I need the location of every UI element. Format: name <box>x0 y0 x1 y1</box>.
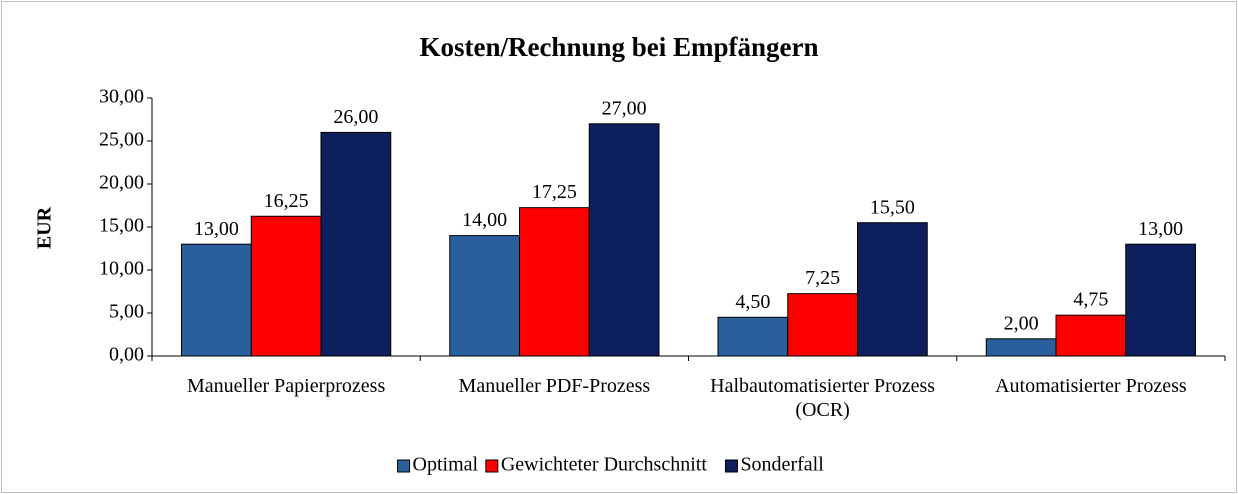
legend-swatch <box>397 459 411 473</box>
data-label: 13,00 <box>194 218 239 240</box>
legend-label: Sonderfall <box>740 454 824 476</box>
y-tick-label: 5,00 <box>109 301 144 323</box>
legend-label: Gewichteter Durchschnitt <box>501 454 707 476</box>
y-tick-label: 20,00 <box>99 172 144 194</box>
data-label: 27,00 <box>602 97 647 119</box>
data-label: 16,25 <box>264 190 309 212</box>
data-label: 4,75 <box>1073 289 1108 311</box>
legend-label: Optimal <box>413 454 479 476</box>
bar <box>1125 243 1196 357</box>
data-label: 15,50 <box>870 196 915 218</box>
data-label: 17,25 <box>532 181 577 203</box>
y-axis-title: EUR <box>34 206 56 249</box>
x-tick-label: Manueller Papierprozess <box>186 375 386 397</box>
data-label: 4,50 <box>735 291 770 313</box>
bar <box>449 235 521 357</box>
y-tick-label: 25,00 <box>99 129 144 151</box>
x-tick-label: Manueller PDF-Prozess <box>458 375 651 397</box>
bar <box>717 316 789 357</box>
bar <box>320 131 392 357</box>
y-tick-label: 10,00 <box>99 258 144 280</box>
bar <box>985 338 1057 357</box>
data-label: 7,25 <box>805 267 840 289</box>
data-label: 13,00 <box>1138 218 1183 240</box>
legend-swatch <box>485 459 499 473</box>
x-tick-label: Halbautomatisierter Prozess (OCR) <box>710 375 936 421</box>
bar <box>250 215 322 357</box>
bar <box>181 243 252 357</box>
bar <box>787 293 858 357</box>
data-label: 14,00 <box>462 209 507 231</box>
bar <box>519 207 590 357</box>
bar <box>856 222 928 357</box>
x-tick-label: Automatisierter Prozess <box>995 375 1187 397</box>
y-tick-label: 15,00 <box>99 215 144 237</box>
data-label: 26,00 <box>333 106 378 128</box>
data-label: 2,00 <box>1004 312 1039 334</box>
bar <box>588 123 660 357</box>
y-tick-label: 30,00 <box>99 86 144 108</box>
y-tick-label: 0,00 <box>109 344 144 366</box>
chart-title: Kosten/Rechnung bei Empfängern <box>419 32 818 62</box>
legend-swatch <box>724 459 738 473</box>
bar <box>1055 314 1127 357</box>
